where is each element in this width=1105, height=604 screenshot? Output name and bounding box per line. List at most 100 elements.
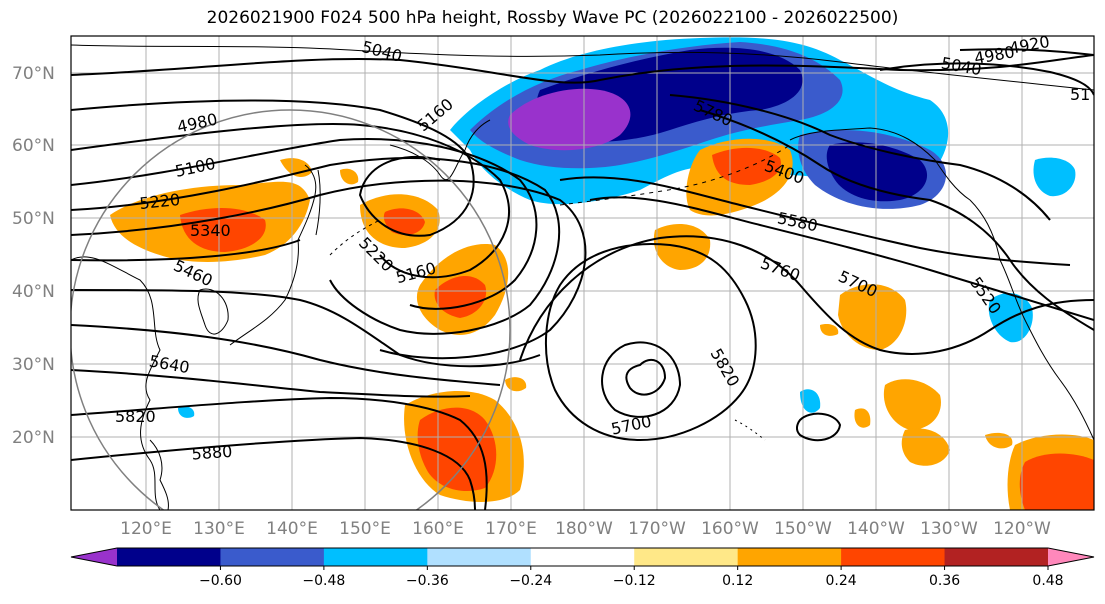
colorbar-tick-label: 0.36 <box>929 573 960 589</box>
contour-line <box>559 176 1071 266</box>
coastline-kurils <box>329 219 381 256</box>
anomaly-patch-small-1 <box>178 406 195 418</box>
anomaly-patch-tropics-w-red <box>417 407 497 492</box>
anomaly-patch-ne-pac <box>838 284 907 350</box>
lon-label: 150°E <box>339 519 391 539</box>
colorbar-segment <box>841 548 946 566</box>
contour-line <box>545 243 757 442</box>
colorbar-extend-low <box>71 548 117 566</box>
colorbar-tick-label: 0.12 <box>722 573 753 589</box>
map-frame <box>70 35 1095 511</box>
anomaly-patch-alaska-dark <box>826 142 928 202</box>
contour-line <box>71 289 541 368</box>
colorbar-tick-label: −0.24 <box>509 573 552 589</box>
figure-title: 2026021900 F024 500 hPa height, Rossby W… <box>206 8 899 28</box>
contour-line <box>699 109 1094 331</box>
contour-line <box>71 239 301 262</box>
lat-label: 40°N <box>12 282 55 302</box>
contour-label: 5820 <box>115 407 156 426</box>
colorbar-tick-label: −0.36 <box>406 573 449 589</box>
colorbar-tick-label: −0.60 <box>199 573 242 589</box>
longitude-labels: 120°E 130°E 140°E 150°E 160°E 170°E 180°… <box>120 519 1051 539</box>
contour-line <box>796 412 842 442</box>
lat-label: 60°N <box>12 136 55 156</box>
colorbar-segment <box>117 548 221 566</box>
lon-label: 120°E <box>120 519 172 539</box>
lat-label: 50°N <box>12 209 55 229</box>
colorbar-tick-label: −0.48 <box>302 573 345 589</box>
lon-label: 130°W <box>920 519 978 539</box>
coastline-korea <box>197 288 229 335</box>
colorbar-outline <box>70 547 1095 567</box>
contour-line <box>519 235 1094 361</box>
lon-label: 160°W <box>701 519 759 539</box>
negative-anomaly-patches <box>178 37 1076 418</box>
anomaly-patch-small-4 <box>820 324 839 336</box>
lon-label: 130°E <box>193 519 245 539</box>
colorbar: −0.60 −0.48 −0.36 −0.24 −0.12 0.12 0.24 0.36 0.4… <box>70 547 1095 589</box>
lon-label: 180°W <box>555 519 613 539</box>
lat-label: 20°N <box>12 428 55 448</box>
colorbar-segment <box>944 548 1049 566</box>
contour-line <box>71 324 501 386</box>
contour-label: 5880 <box>191 442 233 464</box>
lon-label: 170°E <box>485 519 537 539</box>
colorbar-tick-label: 0.48 <box>1032 573 1063 589</box>
contour-line <box>625 358 667 396</box>
latitude-labels: 70°N 60°N 50°N 40°N 30°N 20°N <box>12 64 55 448</box>
contour-line <box>71 138 538 310</box>
contour-line <box>589 196 1094 321</box>
contour-line <box>71 157 561 335</box>
colorbar-tick-label: −0.12 <box>613 573 656 589</box>
contour-label: 5340 <box>190 221 231 240</box>
lat-label: 30°N <box>12 355 55 375</box>
lon-label: 140°E <box>266 519 318 539</box>
anomaly-patch-japan-sea-red <box>383 208 425 235</box>
anomaly-patch-se-corner-red <box>1019 453 1094 510</box>
anomaly-patch-small-2 <box>800 389 821 413</box>
colorbar-segment <box>427 548 532 566</box>
anomaly-patch-purple <box>508 88 631 151</box>
contour-line <box>71 396 488 510</box>
lon-label: 150°W <box>774 519 832 539</box>
anomaly-patch-tropics-e2 <box>901 428 950 466</box>
height-contours <box>71 48 1094 510</box>
coastline-philippines <box>149 439 169 510</box>
contour-line <box>71 369 471 398</box>
anomaly-patch-small-3 <box>505 377 527 392</box>
contour-line <box>71 54 1094 84</box>
anomaly-patch-small-6 <box>854 408 871 428</box>
contour-line <box>669 94 1051 221</box>
contour-line <box>71 99 475 237</box>
colorbar-segment <box>323 548 428 566</box>
contour-line <box>959 48 1094 56</box>
contour-line <box>71 436 476 510</box>
lon-label: 140°W <box>847 519 905 539</box>
contour-label: 5220 <box>139 190 181 213</box>
positive-anomaly-patches <box>110 138 1094 510</box>
anomaly-patch-hudson <box>1033 157 1076 197</box>
colorbar-extend-high <box>1048 548 1094 566</box>
lon-label: 120°W <box>993 519 1051 539</box>
lon-label: 160°E <box>412 519 464 539</box>
colorbar-segment <box>737 548 842 566</box>
lon-label: 170°W <box>628 519 686 539</box>
graticule <box>71 36 1094 510</box>
contour-line <box>71 123 510 279</box>
contour-label: 51 <box>1070 85 1090 104</box>
coastline-asia <box>71 256 161 510</box>
colorbar-segment <box>530 548 635 566</box>
lat-label: 70°N <box>12 64 55 84</box>
anomaly-patch-small-7 <box>340 168 359 185</box>
anomaly-patch-tropics-e <box>883 379 941 430</box>
colorbar-segment <box>220 548 325 566</box>
colorbar-segment <box>634 548 739 566</box>
anomaly-patch-asia-red <box>180 208 266 252</box>
coastline-alaska <box>789 127 1094 441</box>
colorbar-tick-label: 0.24 <box>826 573 857 589</box>
anomaly-patch-aleutian-red <box>712 147 781 185</box>
contour-line <box>601 341 682 418</box>
contour-line <box>879 62 1094 96</box>
coastline-sakhalin <box>315 169 321 236</box>
